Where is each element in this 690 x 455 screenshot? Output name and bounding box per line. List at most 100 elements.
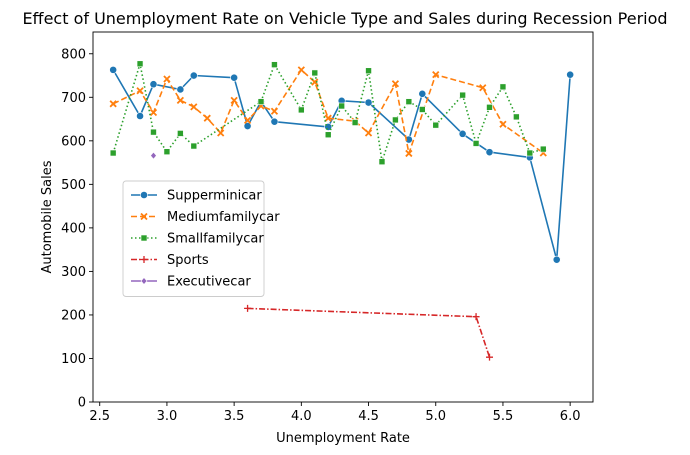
y-tick-label: 200 xyxy=(61,308,86,323)
x-axis-label: Unemployment Rate xyxy=(276,431,410,446)
x-tick-label: 3.0 xyxy=(157,409,178,424)
x-tick-label: 6.0 xyxy=(560,409,581,424)
y-tick-label: 500 xyxy=(61,178,86,193)
data-point-smallfamilycar xyxy=(486,104,493,111)
data-point-mediumfamilycar xyxy=(176,96,185,104)
data-point-smallfamilycar xyxy=(513,113,520,121)
data-point-supperminicar xyxy=(418,89,427,98)
y-tick-label: 300 xyxy=(61,265,86,280)
data-point-supperminicar xyxy=(136,112,144,120)
y-tick-label: 800 xyxy=(61,47,86,62)
x-tick-label: 2.5 xyxy=(89,409,110,424)
legend-label: Sports xyxy=(167,253,209,268)
data-point-smallfamilycar xyxy=(472,140,480,147)
series-mediumfamilycar xyxy=(109,66,547,158)
data-point-smallfamilycar xyxy=(298,106,305,114)
data-point-mediumfamilycar xyxy=(479,84,487,92)
data-point-smallfamilycar xyxy=(177,130,184,137)
data-point-sports xyxy=(472,313,480,321)
data-point-mediumfamilycar xyxy=(405,149,413,158)
data-point-supperminicar xyxy=(566,70,575,79)
data-point-smallfamilycar xyxy=(499,83,507,91)
data-point-executivecar xyxy=(150,151,157,160)
data-point-supperminicar xyxy=(149,80,158,89)
data-point-smallfamilycar xyxy=(311,69,319,77)
data-point-smallfamilycar xyxy=(190,142,198,150)
data-point-smallfamilycar xyxy=(150,128,157,136)
data-point-supperminicar xyxy=(458,129,467,138)
data-point-mediumfamilycar xyxy=(136,87,144,95)
legend-item-executivecar: Executivecar xyxy=(131,275,251,290)
x-tick-label: 3.5 xyxy=(224,409,245,424)
legend-item-mediumfamilycar: Mediumfamilycar xyxy=(131,210,280,225)
data-point-supperminicar xyxy=(189,71,198,80)
legend-marker xyxy=(140,212,148,221)
data-point-supperminicar xyxy=(485,148,494,157)
y-tick-label: 100 xyxy=(61,352,86,367)
data-point-mediumfamilycar xyxy=(190,103,198,111)
data-point-sports xyxy=(244,304,252,312)
data-point-smallfamilycar xyxy=(526,149,534,157)
y-axis-label: Automobile Sales xyxy=(40,160,55,273)
data-point-mediumfamilycar xyxy=(217,129,225,137)
legend-item-supperminicar: Supperminicar xyxy=(131,189,262,204)
y-tick-label: 0 xyxy=(78,396,86,411)
data-point-supperminicar xyxy=(364,98,373,107)
x-tick-label: 5.0 xyxy=(425,409,446,424)
y-tick-label: 400 xyxy=(61,221,86,236)
data-point-supperminicar xyxy=(176,85,185,94)
data-point-supperminicar xyxy=(404,135,413,144)
data-point-smallfamilycar xyxy=(257,98,265,105)
data-point-smallfamilycar xyxy=(109,149,117,157)
legend-item-smallfamilycar: Smallfamilycar xyxy=(131,232,264,247)
legend-marker xyxy=(140,256,148,263)
plot-frame xyxy=(92,31,594,403)
series-layer xyxy=(109,60,575,361)
y-tick-label: 700 xyxy=(61,91,86,106)
data-point-mediumfamilycar xyxy=(391,80,400,88)
data-point-mediumfamilycar xyxy=(499,120,507,128)
series-smallfamilycar xyxy=(109,60,547,166)
data-point-smallfamilycar xyxy=(405,98,413,105)
chart-title: Effect of Unemployment Rate on Vehicle T… xyxy=(22,9,667,28)
series-sports xyxy=(244,304,494,361)
legend-label: Smallfamilycar xyxy=(167,232,264,247)
y-tick-label: 600 xyxy=(61,134,86,149)
data-point-smallfamilycar xyxy=(338,102,345,110)
data-point-mediumfamilycar xyxy=(270,107,279,115)
data-point-mediumfamilycar xyxy=(432,71,440,79)
data-point-smallfamilycar xyxy=(539,145,547,153)
data-point-smallfamilycar xyxy=(459,91,466,99)
x-tick-label: 4.5 xyxy=(358,409,379,424)
data-point-supperminicar xyxy=(230,73,239,82)
data-point-smallfamilycar xyxy=(163,148,171,156)
legend: Supperminicar Mediumfamilycar Smallfamilyc… xyxy=(122,180,280,297)
legend-marker xyxy=(140,234,148,242)
legend-label: Mediumfamilycar xyxy=(167,210,280,225)
data-point-smallfamilycar xyxy=(324,131,332,139)
data-point-mediumfamilycar xyxy=(243,116,252,125)
series-executivecar xyxy=(150,151,157,160)
x-tick-label: 5.5 xyxy=(493,409,514,424)
data-point-smallfamilycar xyxy=(378,158,386,166)
data-point-supperminicar xyxy=(243,122,252,130)
data-point-mediumfamilycar xyxy=(297,66,305,74)
data-point-smallfamilycar xyxy=(419,106,426,113)
x-tick-label: 4.0 xyxy=(291,409,312,424)
data-point-supperminicar xyxy=(552,255,561,264)
data-point-supperminicar xyxy=(109,65,118,74)
data-point-mediumfamilycar xyxy=(203,114,211,122)
legend-box xyxy=(122,180,265,297)
data-point-mediumfamilycar xyxy=(364,129,373,137)
data-point-mediumfamilycar xyxy=(230,96,238,104)
legend-marker xyxy=(140,277,148,285)
legend-item-sports: Sports xyxy=(131,253,209,268)
data-point-mediumfamilycar xyxy=(324,114,332,122)
data-point-sports xyxy=(486,353,494,361)
legend-label: Executivecar xyxy=(167,275,251,290)
data-point-smallfamilycar xyxy=(392,116,399,124)
data-point-smallfamilycar xyxy=(365,67,372,75)
data-point-mediumfamilycar xyxy=(149,108,158,117)
legend-marker xyxy=(140,191,148,199)
